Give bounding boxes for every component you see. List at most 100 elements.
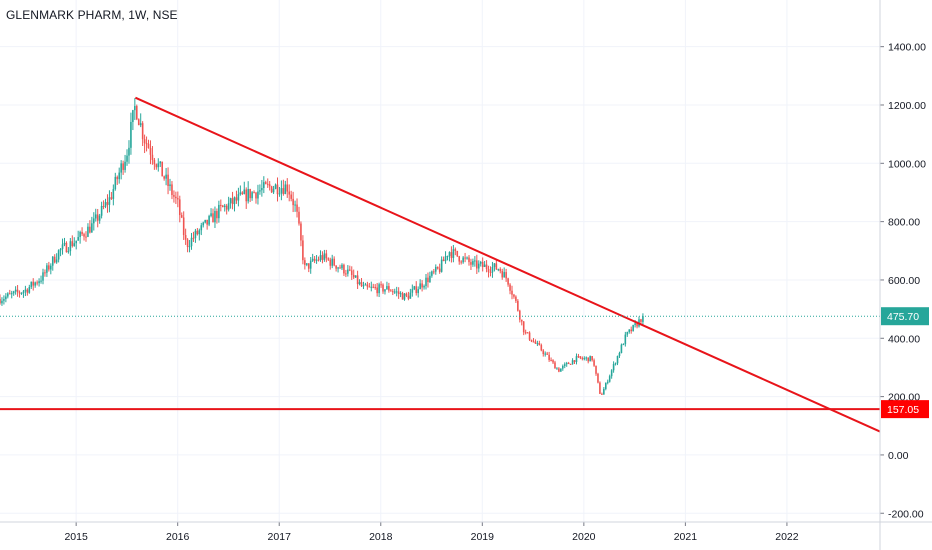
candle-body [348,269,351,271]
candle-body [579,356,582,359]
candle-body [593,360,595,366]
candle-body [575,356,578,362]
candle-body [282,188,285,194]
candle-body [583,358,586,360]
candle-body [608,376,611,382]
candle-body [114,176,117,190]
grid-layer [0,0,880,522]
candle-body [509,284,511,291]
candle-body [526,332,529,334]
candle-body [620,344,623,353]
candle-body [81,231,83,235]
candle-body [540,345,543,351]
candle-body [180,215,183,218]
candle-body [132,110,134,122]
candle-body [415,286,418,294]
candle-body [10,293,13,295]
candle-body [552,360,554,363]
candle-body [108,197,111,205]
candle-body [22,291,25,294]
candle-body [433,271,435,273]
candle-body [177,198,179,200]
candle-body [343,264,345,274]
candle-body [216,210,218,219]
candle-body [624,334,627,345]
candle-body [577,356,580,358]
candle-body [321,255,324,260]
candle-body [335,265,337,269]
candle-body [345,273,347,275]
candle-body [61,244,64,249]
candle-body [98,215,101,221]
candle-body [563,364,566,367]
candle-body [431,271,433,276]
candle-body [393,291,396,293]
candle-body [28,287,31,293]
candle-body [247,189,249,202]
candle-body [503,272,505,278]
candle-body [427,277,429,283]
candle-body [440,259,443,272]
candle-body [18,292,21,294]
candle-body [157,163,160,168]
candle-body [161,161,163,177]
candle-body [63,242,66,245]
candle-body [235,197,238,201]
candle-body [347,269,349,274]
candle-body [386,286,388,290]
candle-body [92,218,95,224]
candle-body [278,193,281,195]
candle-body [290,194,292,199]
candle-body [175,196,177,199]
candle-body [184,235,187,240]
candle-body [126,155,128,162]
candle-body [450,252,453,258]
candle-body [220,204,222,206]
candle-body [356,275,359,285]
candle-body [479,261,482,264]
candle-body [214,210,216,223]
candle-body [601,393,603,395]
candle-body [634,323,636,325]
candle-body [65,242,68,253]
candle-body [481,261,484,268]
candle-body [352,274,355,278]
candle-body [403,293,406,300]
candle-body [296,204,298,212]
candle-body [12,291,15,294]
candle-body [32,281,35,286]
candle-body [229,198,232,204]
candle-body [618,352,621,356]
candle-body [423,286,425,288]
candle-body [139,123,142,126]
candle-body [354,275,357,278]
candle-body [128,147,130,156]
candle-body [167,174,169,186]
candle-body [499,269,502,272]
candle-body [401,293,404,300]
candle-body [524,332,527,334]
candle-body [196,230,199,235]
candle-body [448,252,451,257]
candle-body [100,206,103,216]
candle-body [558,368,560,372]
candle-body [341,264,343,269]
candle-body [485,264,488,269]
candle-body [124,161,126,170]
candle-body [561,366,564,369]
candle-body [411,289,414,293]
candle-body [245,189,248,202]
candle-body [384,289,386,292]
candle-body [200,225,203,231]
candle-body [550,359,552,361]
candle-body [560,368,562,372]
candle-body [362,285,365,287]
candle-body [288,191,291,195]
candle-body [137,119,140,126]
candle-body [399,293,402,295]
candle-body [34,282,36,286]
support-badge-label: 157.05 [887,404,919,416]
candle-body [116,176,119,180]
candle-body [112,189,115,199]
